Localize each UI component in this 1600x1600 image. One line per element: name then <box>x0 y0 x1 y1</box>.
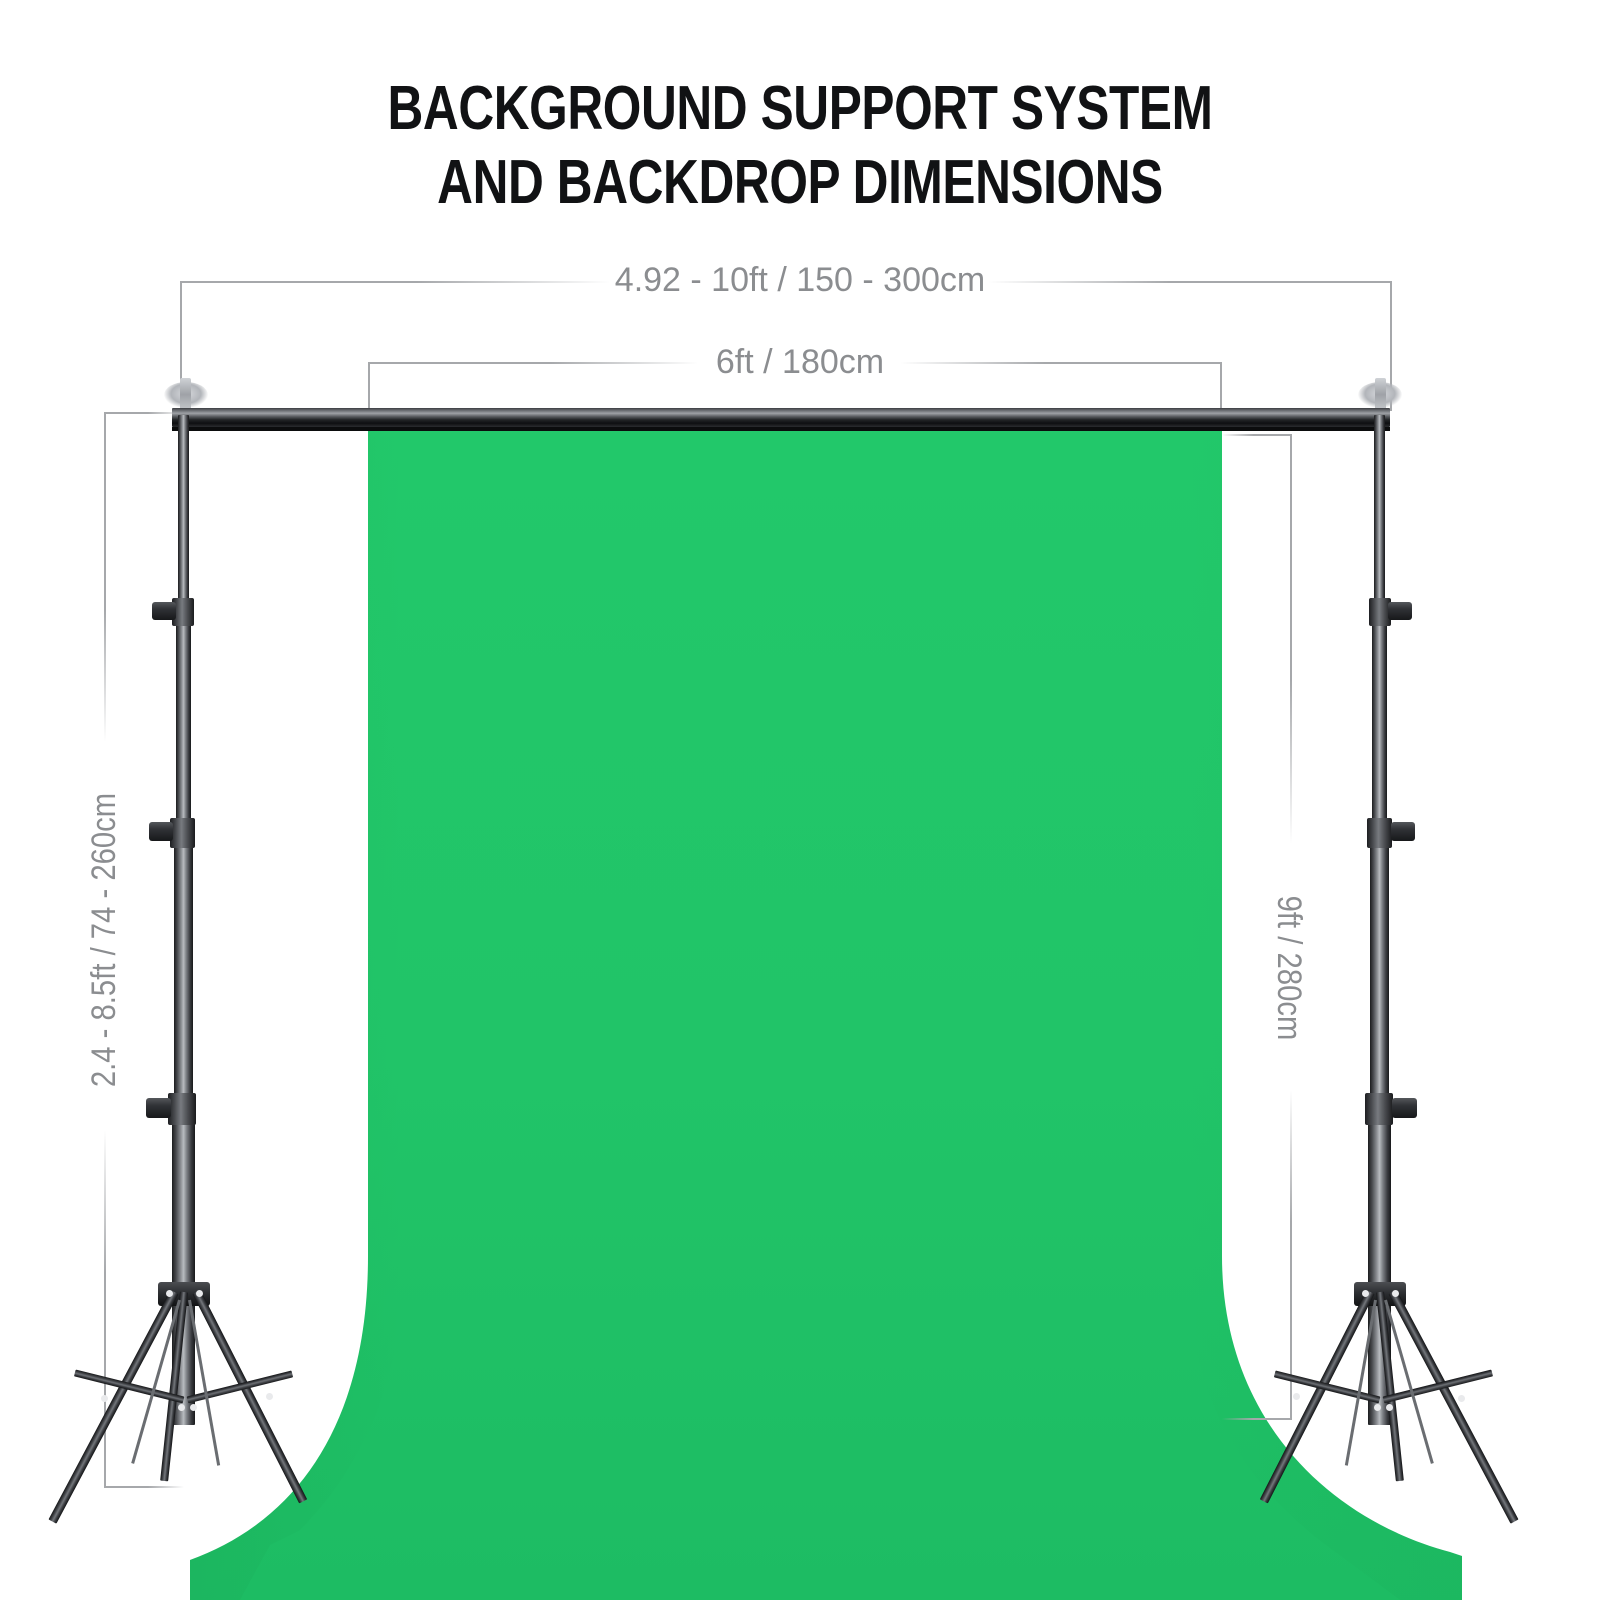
right-knob-1[interactable] <box>1388 602 1412 620</box>
dim-width-outer-line-left <box>180 281 610 283</box>
crossbar-underline <box>172 427 1390 431</box>
dim-height-left-bottom-tick <box>104 1486 184 1488</box>
page-title: BACKGROUND SUPPORT SYSTEM AND BACKDROP D… <box>0 72 1600 220</box>
dim-width-inner-right-tick <box>1220 362 1222 416</box>
dim-height-left-line-upper <box>104 412 106 742</box>
right-pole-seg-2 <box>1372 600 1387 845</box>
right-collar-2 <box>1367 818 1392 848</box>
dim-width-outer-left-tick <box>180 281 182 411</box>
right-pivot-brace-c-r <box>1386 1404 1393 1411</box>
left-pivot-brace-end-l <box>101 1395 108 1402</box>
right-collar-3 <box>1365 1093 1393 1125</box>
right-thumbscrew <box>1375 378 1386 408</box>
right-knob-3[interactable] <box>1392 1098 1417 1118</box>
dim-height-right-bottom-tick <box>1222 1418 1292 1420</box>
left-pole-seg-2 <box>176 600 191 845</box>
right-tripod-leg-outer-r <box>1388 1289 1519 1524</box>
right-pivot-brace-c-l <box>1374 1404 1381 1411</box>
dim-height-right-line-lower <box>1290 1090 1292 1420</box>
dim-width-outer-right-tick <box>1390 281 1392 411</box>
left-collar-3 <box>168 1093 196 1125</box>
dim-height-left-line-lower <box>104 1130 106 1488</box>
left-knob-1[interactable] <box>152 602 176 620</box>
dim-height-right-top-tick <box>1222 434 1292 436</box>
left-pivot-brace-end-r <box>266 1393 273 1400</box>
dim-width-inner-line-left <box>368 362 698 364</box>
left-knob-3[interactable] <box>146 1098 171 1118</box>
right-pole-seg-3 <box>1370 820 1389 1120</box>
dim-backdrop-height-label: 9ft / 280cm <box>1270 895 1308 1041</box>
left-collar-1 <box>172 598 194 626</box>
left-pivot-brace-c-r <box>190 1404 197 1411</box>
left-pole-seg-1 <box>178 415 189 627</box>
right-pole-seg-1 <box>1374 415 1385 627</box>
left-knob-2[interactable] <box>149 822 173 841</box>
dim-height-left-top-tick <box>104 412 184 414</box>
right-pivot-hub-l <box>1362 1290 1369 1297</box>
right-pivot-brace-end-l <box>1293 1393 1300 1400</box>
dim-width-inner-line-right <box>900 362 1222 364</box>
backdrop-left-shading <box>190 413 400 1600</box>
dim-backdrop-width-label: 6ft / 180cm <box>715 343 885 381</box>
dim-stand-width-label: 4.92 - 10ft / 150 - 300cm <box>614 261 986 299</box>
right-pivot-hub-r <box>1392 1290 1399 1297</box>
left-tripod-leg-outer-l <box>48 1289 179 1524</box>
left-pole-seg-3 <box>174 820 193 1120</box>
left-collar-2 <box>170 818 195 848</box>
crossbar <box>172 408 1390 427</box>
dim-stand-height-label: 2.4 - 8.5ft / 74 - 260cm <box>85 792 123 1088</box>
dim-width-outer-line-right <box>988 281 1392 283</box>
title-line-2: AND BACKDROP DIMENSIONS <box>437 148 1163 217</box>
left-pivot-hub-l <box>166 1290 173 1297</box>
left-thumbscrew <box>180 378 191 408</box>
left-pivot-hub-r <box>196 1290 203 1297</box>
right-pivot-brace-end-r <box>1458 1395 1465 1402</box>
dim-width-inner-left-tick <box>368 362 370 416</box>
right-collar-1 <box>1369 598 1391 626</box>
right-knob-2[interactable] <box>1391 822 1415 841</box>
dim-height-right-line-upper <box>1290 434 1292 844</box>
title-line-1: BACKGROUND SUPPORT SYSTEM <box>387 74 1213 143</box>
left-pivot-brace-c-l <box>178 1404 185 1411</box>
